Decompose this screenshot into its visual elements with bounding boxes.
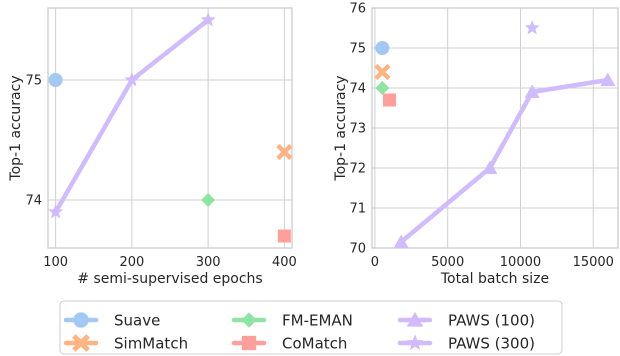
legend-label-comatch: CoMatch [282, 335, 347, 353]
y-tick-label: 71 [349, 202, 366, 217]
simmatch-point [374, 63, 391, 81]
legend-box [59, 300, 563, 355]
paws-300-point [200, 12, 216, 27]
x-tick-label: 10000 [500, 255, 541, 270]
legend-label-simmatch: SimMatch [114, 335, 188, 353]
legend: Suave SimMatch FM-EMAN CoMatch PAWS (100) PAW… [59, 300, 563, 355]
paws-100-line [398, 77, 611, 245]
x-tick-label: 400 [272, 255, 297, 270]
x-tick-label: 0 [371, 255, 379, 270]
suave-point [375, 41, 390, 55]
x-axis-label: # semi-supervised epochs [77, 271, 262, 287]
plot-frame [371, 7, 619, 249]
y-tick-label: 74 [349, 82, 366, 97]
x-axis-label: Total batch size [440, 271, 549, 287]
legend-marker-suave [73, 312, 89, 328]
paws-100-point [482, 160, 498, 174]
y-tick-label: 73 [349, 122, 366, 137]
paws-300-point [524, 20, 540, 35]
legend-marker-paws-300 [406, 334, 424, 351]
y-tick-label: 74 [25, 194, 42, 209]
paws-300-point [48, 204, 64, 219]
fm-eman-point [201, 193, 216, 207]
y-tick-label: 75 [25, 74, 42, 89]
legend-label-suave: Suave [114, 312, 160, 330]
fm-eman-point [375, 81, 390, 95]
y-tick-label: 75 [349, 42, 366, 57]
simmatch-point [276, 143, 293, 161]
legend-label-paws-100: PAWS (100) [448, 312, 535, 330]
right-panel: 0 5000 10000 15000 70 71 72 73 74 75 76 Total batch… [333, 2, 619, 287]
legend-label-fm-eman: FM-EMAN [282, 312, 353, 330]
x-tick-label: 300 [196, 255, 221, 270]
y-tick-label: 76 [349, 2, 366, 17]
legend-marker-paws-100 [406, 311, 424, 327]
y-axis-label: Top-1 accuracy [8, 75, 24, 181]
legend-marker-comatch [241, 335, 257, 351]
y-tick-label: 70 [349, 242, 366, 257]
y-axis-label: Top-1 accuracy [333, 75, 349, 181]
y-tick-label: 72 [349, 162, 366, 177]
x-tick-label: 100 [43, 255, 68, 270]
x-tick-label: 15000 [573, 255, 614, 270]
paws-100-point [600, 72, 616, 86]
comatch-point [277, 229, 291, 243]
comatch-point [382, 93, 396, 107]
legend-label-paws-300: PAWS (300) [448, 335, 535, 353]
x-tick-label: 200 [119, 255, 144, 270]
left-panel: 100 200 300 400 74 75 # semi-supervised epochs… [8, 7, 297, 287]
paws-300-point [124, 72, 140, 87]
plot-frame [47, 7, 293, 249]
paws-100-point [393, 234, 409, 248]
paws-100-point [524, 84, 540, 98]
x-tick-label: 5000 [431, 255, 464, 270]
legend-marker-fm-eman [241, 312, 257, 328]
legend-marker-simmatch [72, 334, 90, 352]
suave-point [48, 73, 63, 87]
